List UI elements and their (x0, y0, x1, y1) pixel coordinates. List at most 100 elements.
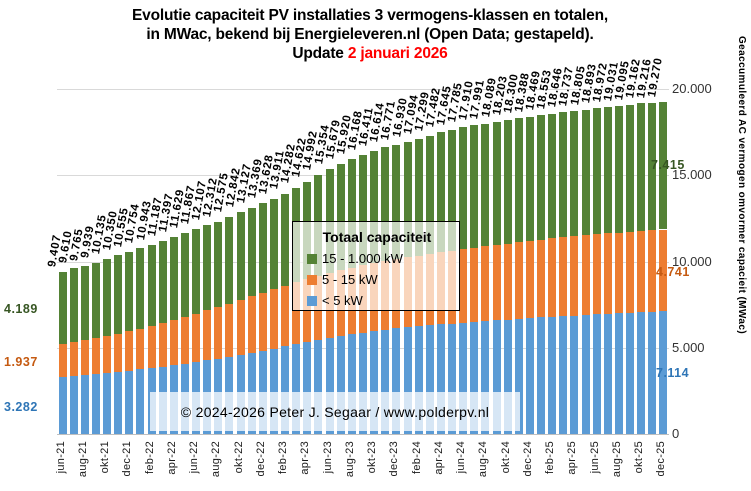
legend-label-mid: 5 - 15 kW (322, 272, 378, 287)
bar-segment-5to15kw-nov-25 (648, 230, 657, 312)
bar-segment-5to15kw-jan-22 (136, 328, 145, 370)
bar-segment-lt5kw-sep-25 (626, 312, 635, 434)
bar-segment-lt5kw-okt-24 (503, 319, 512, 434)
bar-segment-15to1000kw-feb-24 (414, 139, 423, 256)
bar-segment-lt5kw-mei-24 (448, 323, 457, 434)
bar-segment-15to1000kw-nov-24 (514, 118, 523, 243)
bar-segment-lt5kw-jan-24 (403, 327, 412, 434)
last-bar-orange-value: 4.741 (656, 265, 690, 279)
bar-segment-5to15kw-jun-21 (58, 343, 67, 378)
x-tick-label-aug-25: aug-25 (610, 441, 623, 478)
legend-item-mid: 5 - 15 kW (307, 272, 459, 287)
bar-segment-lt5kw-jul-21 (69, 376, 78, 434)
bar-segment-15to1000kw-dec-25 (659, 101, 668, 230)
bar-segment-15to1000kw-apr-24 (436, 132, 445, 253)
x-tick-label-dec-22: dec-22 (254, 441, 267, 477)
bar-segment-15to1000kw-jan-24 (403, 141, 412, 258)
bar-segment-lt5kw-okt-23 (370, 331, 379, 434)
bar-segment-lt5kw-jul-23 (336, 336, 345, 434)
x-tick-label-aug-23: aug-23 (343, 441, 356, 478)
bar-segment-15to1000kw-jun-25 (592, 108, 601, 235)
bar-segment-15to1000kw-mei-22 (180, 233, 189, 317)
bar-segment-15to1000kw-apr-22 (169, 237, 178, 321)
bar-segment-15to1000kw-jun-21 (58, 271, 67, 344)
bar-segment-15to1000kw-feb-25 (548, 113, 557, 239)
legend-swatch-blue (307, 295, 317, 306)
bar-segment-5to15kw-okt-21 (103, 336, 112, 374)
update-date: 2 januari 2026 (347, 45, 448, 62)
bar-segment-5to15kw-apr-25 (570, 236, 579, 316)
bar-segment-5to15kw-aug-21 (80, 340, 89, 376)
bar-segment-5to15kw-okt-24 (503, 243, 512, 320)
chart-title-line2: in MWac, bekend bij Energieleveren.nl (O… (146, 26, 594, 43)
bar-segment-lt5kw-mei-25 (581, 314, 590, 434)
bar-segment-15to1000kw-feb-23 (281, 194, 290, 286)
bar-segment-5to15kw-nov-22 (247, 296, 256, 353)
bar-segment-5to15kw-okt-22 (236, 299, 245, 355)
bar-segment-5to15kw-okt-25 (637, 230, 646, 313)
bar-segment-15to1000kw-okt-25 (637, 103, 646, 231)
bar-segment-lt5kw-jan-25 (537, 317, 546, 434)
copyright-overlay: © 2024-2026 Peter J. Segaar / www.polder… (150, 392, 520, 431)
bar-segment-5to15kw-sep-21 (91, 338, 100, 375)
bar-segment-5to15kw-nov-21 (114, 333, 123, 373)
bar-segment-lt5kw-apr-25 (570, 315, 579, 434)
gridline-0 (57, 434, 669, 435)
bar-segment-5to15kw-dec-25 (659, 229, 668, 312)
x-tick-label-feb-24: feb-24 (410, 441, 423, 474)
bar-segment-lt5kw-jun-21 (58, 377, 67, 434)
x-tick-label-dec-25: dec-25 (655, 441, 668, 477)
legend-item-lt5: < 5 kW (307, 293, 459, 308)
bar-segment-lt5kw-dec-24 (525, 318, 534, 434)
gridline-20000 (57, 89, 669, 90)
bar-segment-lt5kw-feb-23 (281, 346, 290, 434)
legend-label-lt5: < 5 kW (322, 293, 363, 308)
bar-segment-15to1000kw-aug-24 (481, 123, 490, 247)
bar-segment-15to1000kw-sep-25 (626, 104, 635, 232)
x-tick-label-jun-22: jun-22 (188, 441, 201, 474)
bar-segment-5to15kw-jul-22 (203, 310, 212, 361)
chart-title: Evolutie capaciteit PV installaties 3 ve… (0, 6, 740, 63)
legend-label-gt15: 15 - 1.000 kW (322, 251, 403, 266)
bar-segment-15to1000kw-sep-23 (359, 155, 367, 266)
y-axis-title: Geaccumuleerd AC vermogen omvormer capac… (736, 36, 747, 335)
bar-segment-lt5kw-feb-24 (414, 326, 423, 434)
bar-segment-5to15kw-nov-24 (514, 242, 523, 319)
bar-segment-lt5kw-aug-21 (80, 375, 89, 434)
bar-segment-lt5kw-jun-25 (592, 314, 601, 434)
bar-segment-5to15kw-jul-21 (69, 342, 78, 377)
x-tick-label-okt-24: okt-24 (499, 441, 512, 474)
first-bar-blue-value: 3.282 (4, 400, 38, 414)
bar-segment-5to15kw-feb-22 (147, 326, 156, 369)
chart-title-update-line: Update 2 januari 2026 (0, 44, 740, 63)
bar-segment-15to1000kw-apr-25 (570, 110, 579, 237)
bar-segment-lt5kw-aug-23 (347, 334, 356, 434)
first-bar-orange-value: 1.937 (4, 355, 38, 369)
bar-segment-15to1000kw-aug-21 (80, 265, 89, 341)
x-tick-label-apr-22: apr-22 (165, 441, 178, 475)
x-tick-label-jun-24: jun-24 (455, 441, 468, 474)
x-tick-label-jun-25: jun-25 (588, 441, 601, 474)
x-tick-label-okt-22: okt-22 (232, 441, 245, 474)
bar-segment-15to1000kw-jun-22 (192, 229, 201, 314)
bar-segment-15to1000kw-mrt-24 (425, 135, 434, 254)
bar-segment-15to1000kw-mei-25 (581, 109, 590, 236)
bar-segment-lt5kw-okt-21 (103, 373, 112, 434)
bar-segment-15to1000kw-jul-22 (203, 225, 212, 311)
bar-segment-15to1000kw-mrt-25 (559, 112, 568, 238)
x-tick-label-feb-22: feb-22 (143, 441, 156, 474)
bar-segment-lt5kw-nov-23 (381, 329, 390, 434)
bar-segment-15to1000kw-jul-24 (470, 125, 479, 248)
bar-segment-5to15kw-mrt-22 (158, 323, 167, 367)
legend-box: Totaal capaciteit 15 - 1.000 kW 5 - 15 k… (292, 221, 460, 311)
bar-segment-15to1000kw-dec-23 (392, 144, 401, 259)
x-tick-label-dec-23: dec-23 (388, 441, 401, 477)
bar-segment-15to1000kw-nov-21 (114, 255, 123, 334)
first-bar-green-value: 4.189 (4, 302, 38, 316)
bar-segment-lt5kw-mei-23 (314, 339, 323, 434)
bar-segment-15to1000kw-mei-24 (448, 129, 457, 251)
bar-segment-15to1000kw-jan-25 (537, 115, 546, 240)
bar-segment-lt5kw-nov-21 (114, 372, 123, 434)
bar-segment-lt5kw-sep-24 (492, 320, 501, 434)
